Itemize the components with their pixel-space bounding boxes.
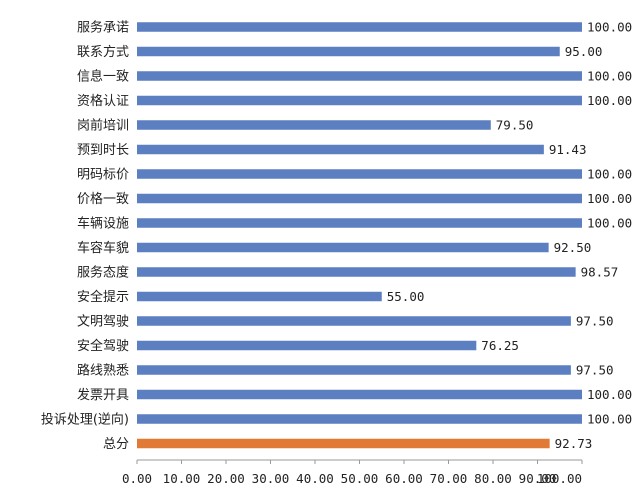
category-label: 价格一致 <box>77 191 129 207</box>
bar-total <box>137 438 550 449</box>
value-label: 100.00 <box>587 216 632 231</box>
category-label: 明码标价 <box>77 168 129 183</box>
category-label: 预到时长 <box>77 143 129 158</box>
category-label: 服务承诺 <box>77 20 129 36</box>
value-label: 100.00 <box>587 387 632 402</box>
value-label: 76.25 <box>481 338 519 353</box>
x-tick-label: 0.00 <box>122 471 152 486</box>
category-label: 资格认证 <box>77 93 129 109</box>
x-tick-label: 100.00 <box>537 471 582 486</box>
value-label: 100.00 <box>587 69 632 84</box>
bar-17 <box>137 414 582 424</box>
category-label: 发票开具 <box>77 387 129 403</box>
value-label: 100.00 <box>587 167 632 182</box>
category-label: 路线熟悉 <box>77 363 129 379</box>
category-label: 总分 <box>103 437 129 452</box>
category-label: 车容车貌 <box>77 240 129 256</box>
value-label: 92.73 <box>555 436 593 451</box>
bar-7 <box>137 169 582 179</box>
value-label: 100.00 <box>587 191 632 206</box>
value-label: 95.00 <box>565 44 603 59</box>
category-label: 联系方式 <box>77 44 129 60</box>
category-label: 安全提示 <box>77 289 129 305</box>
value-label: 97.50 <box>576 314 614 329</box>
bar-4 <box>137 95 582 106</box>
x-tick-label: 10.00 <box>163 471 201 486</box>
value-labels: 100.0095.00100.00100.0079.5091.43100.001… <box>387 20 632 452</box>
category-labels: 服务承诺联系方式信息一致资格认证岗前培训预到时长明码标价价格一致车辆设施车容车貌… <box>41 20 129 453</box>
x-tick-label: 80.00 <box>474 471 512 486</box>
x-tick-label: 20.00 <box>207 471 245 486</box>
x-tick-label: 30.00 <box>252 471 290 486</box>
x-tick-label: 50.00 <box>341 471 379 486</box>
bar-1 <box>137 22 582 32</box>
bar-11 <box>137 267 576 277</box>
value-label: 91.43 <box>549 142 587 157</box>
category-label: 岗前培训 <box>77 118 129 134</box>
bar-2 <box>137 46 560 57</box>
x-tick-label: 90.00 <box>519 471 557 486</box>
value-label: 55.00 <box>387 289 425 304</box>
bar-6 <box>137 144 544 155</box>
bar-13 <box>137 316 571 326</box>
category-label: 车辆设施 <box>77 216 129 232</box>
bar-8 <box>137 193 582 204</box>
value-label: 100.00 <box>587 93 632 108</box>
bar-10 <box>137 242 549 253</box>
value-label: 92.50 <box>554 240 592 255</box>
x-tick-label: 70.00 <box>430 471 468 486</box>
bar-12 <box>137 291 382 302</box>
value-label: 79.50 <box>496 118 534 133</box>
value-label: 100.00 <box>587 412 632 427</box>
value-label: 100.00 <box>587 20 632 35</box>
x-tick-label: 60.00 <box>385 471 423 486</box>
category-label: 文明驾驶 <box>77 315 129 330</box>
x-tick-label: 40.00 <box>296 471 334 486</box>
bar-16 <box>137 389 582 400</box>
bar-5 <box>137 120 491 130</box>
bars-group <box>137 22 582 449</box>
category-label: 信息一致 <box>77 69 129 85</box>
bar-9 <box>137 218 582 228</box>
value-label: 98.57 <box>581 265 619 280</box>
bar-15 <box>137 365 571 375</box>
value-label: 97.50 <box>576 363 614 378</box>
category-label: 投诉处理(逆向) <box>41 412 129 428</box>
category-label: 服务态度 <box>77 265 129 281</box>
bar-3 <box>137 71 582 81</box>
bar-14 <box>137 340 477 351</box>
x-tick-labels: 0.00 10.00 20.00 30.00 40.00 50.00 60.00 70.00 8… <box>122 460 583 486</box>
category-label: 安全驾驶 <box>77 338 129 354</box>
